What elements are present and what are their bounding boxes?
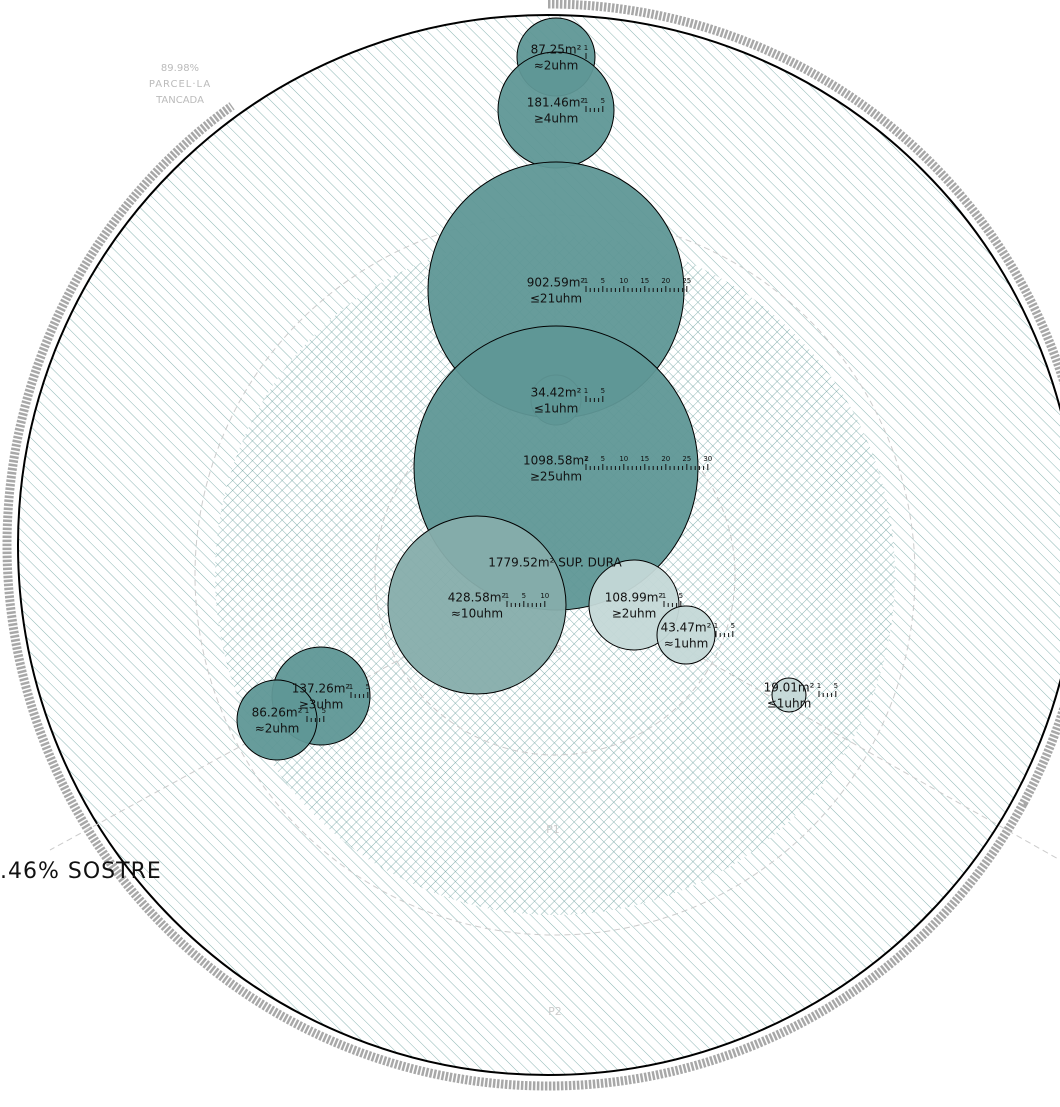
scale-label: 20 [661, 277, 670, 285]
bubble [387, 515, 567, 695]
bubble-units: ≤1uhm [767, 697, 812, 711]
bubble-area: 902.59m² [527, 276, 586, 290]
bubble-units: ≈2uhm [255, 722, 300, 736]
level-label: P1 [546, 823, 560, 836]
bubble-area: 19.01m² [764, 681, 815, 695]
scale-label: 1 [305, 707, 309, 715]
scale-label: 1 [584, 97, 588, 105]
scale-label: 1 [584, 387, 588, 395]
site-label: PARCEL·LA [149, 79, 211, 90]
scale-label: 5 [322, 707, 326, 715]
bubble [771, 677, 807, 713]
scale-label: 5 [366, 683, 370, 691]
bubble-units: ≤1uhm [534, 402, 579, 416]
bubble-units: ≥4uhm [534, 112, 579, 126]
scale-label: 30 [703, 455, 712, 463]
bubble-units: ≈2uhm [534, 59, 579, 73]
scale-label: 5 [601, 455, 605, 463]
level-label: P2 [548, 1005, 562, 1018]
hard-surface-label: 1779.52m² SUP. DURA [488, 556, 622, 570]
scale-label: 1 [714, 622, 718, 630]
bubble [656, 605, 716, 665]
bubble [588, 559, 680, 651]
bubble-units: ≤21uhm [530, 292, 582, 306]
bubble [236, 679, 318, 761]
scale-label: 5 [601, 97, 605, 105]
scale-label: 5 [522, 592, 526, 600]
scale-label: 10 [619, 277, 628, 285]
scale-label: 1 [584, 455, 588, 463]
scale-label: 25 [682, 455, 691, 463]
scale-label: 5 [601, 277, 605, 285]
bubble-area: 137.26m² [292, 682, 351, 696]
bubble-area: 1098.58m² [523, 454, 589, 468]
scale-label: 5 [679, 592, 683, 600]
scale-label: 5 [601, 387, 605, 395]
scale-label: 1 [817, 682, 821, 690]
roof-label: .46% SOSTRE [0, 859, 162, 884]
scale-label: 15 [640, 455, 649, 463]
bubble-units: ≈1uhm [664, 637, 709, 651]
scale-label: 1 [505, 592, 509, 600]
bubble-units: ≥25uhm [530, 470, 582, 484]
bubble-area: 87.25m² [531, 43, 582, 57]
scale-label: 20 [661, 455, 670, 463]
scale-label: 1 [349, 683, 353, 691]
scale-label: 5 [834, 682, 838, 690]
bubble-area: 108.99m² [605, 591, 664, 605]
site-label: TANCADA [155, 95, 204, 106]
scale-label: 15 [640, 277, 649, 285]
bubble-units: ≥3uhm [299, 698, 344, 712]
dashed-circle [374, 394, 736, 756]
scale-label: 1 [584, 44, 588, 52]
scale-label: 1 [662, 592, 666, 600]
bubble-units: ≥2uhm [612, 607, 657, 621]
site-pct: 89.98% [161, 63, 199, 74]
bubble-units: ≈10uhm [451, 607, 503, 621]
scale-label: 1 [584, 277, 588, 285]
bubble-area: 428.58m² [448, 591, 507, 605]
axis-line [554, 574, 1060, 861]
scale-label: 10 [540, 592, 549, 600]
scale-label: 5 [731, 622, 735, 630]
scale-label: 25 [682, 277, 691, 285]
bubble-area: 181.46m² [527, 96, 586, 110]
bubble-area: 86.26m² [252, 706, 303, 720]
scale-label: 10 [619, 455, 628, 463]
bubble-area: 34.42m² [531, 386, 582, 400]
bubble-area: 43.47m² [661, 621, 712, 635]
